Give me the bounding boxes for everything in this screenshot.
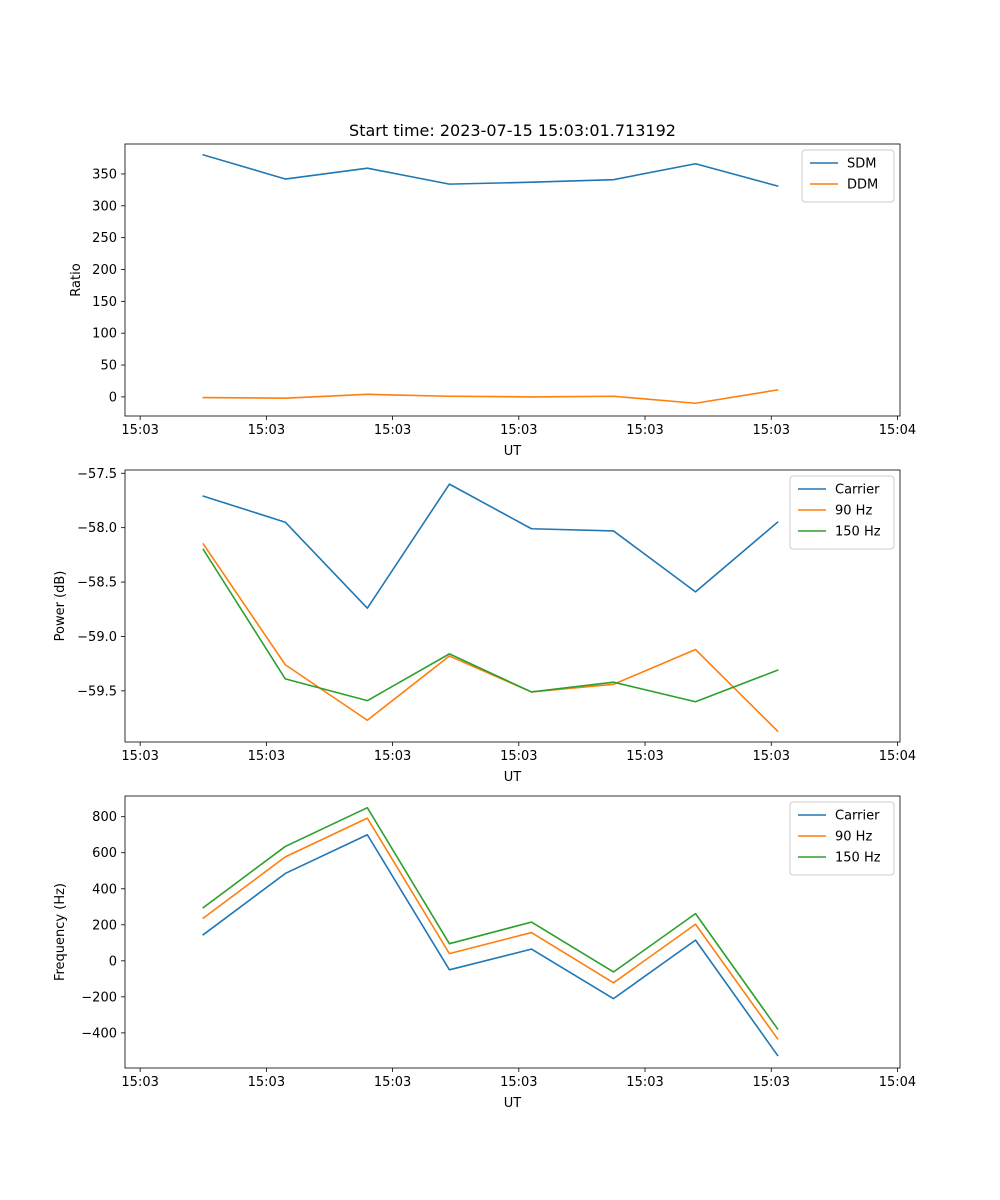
x-tick-label: 15:03: [248, 423, 285, 438]
y-axis-label: Frequency (Hz): [53, 883, 68, 981]
x-tick-label: 15:03: [753, 423, 790, 438]
x-tick-label: 15:03: [374, 1075, 411, 1090]
series-line-150-hz: [202, 548, 779, 703]
y-tick-label: 600: [92, 846, 117, 861]
x-tick-label: 15:03: [248, 1075, 285, 1090]
x-tick-label: 15:03: [500, 423, 537, 438]
x-tick-label: 15:04: [879, 423, 916, 438]
legend-label: DDM: [847, 178, 878, 193]
x-tick-label: 15:03: [121, 1075, 158, 1090]
y-tick-label: 0: [109, 954, 117, 969]
x-tick-label: 15:03: [626, 423, 663, 438]
series-line-ddm: [202, 388, 779, 405]
series-line-90-hz: [202, 542, 779, 733]
series-line-carrier: [202, 833, 779, 1057]
x-tick-label: 15:03: [626, 1075, 663, 1090]
series-line-150-hz: [202, 806, 779, 1031]
legend-label: SDM: [847, 157, 876, 172]
y-tick-label: −200: [81, 990, 117, 1005]
subplot-1: 15:03 15:03 15:03 15:03 15:03 15:03 15:04 0 50 10…: [69, 143, 916, 459]
y-tick-label: 200: [92, 263, 117, 278]
legend-label: 90 Hz: [835, 504, 872, 519]
y-tick-label: −400: [81, 1026, 117, 1041]
series-line-carrier: [202, 483, 779, 609]
y-axis-label: Ratio: [69, 263, 84, 296]
y-tick-label: −59.5: [77, 684, 117, 699]
x-tick-label: 15:03: [626, 749, 663, 764]
y-tick-label: 800: [92, 810, 117, 825]
y-tick-label: 350: [92, 167, 117, 182]
legend-label: 150 Hz: [835, 851, 881, 866]
axes-frame: [124, 143, 901, 417]
y-tick-label: −59.0: [77, 630, 117, 645]
x-axis-label: UT: [504, 1096, 522, 1111]
x-tick-label: 15:03: [753, 749, 790, 764]
y-tick-label: 250: [92, 231, 117, 246]
figure-title: Start time: 2023-07-15 15:03:01.713192: [349, 121, 676, 140]
x-axis-label: UT: [504, 770, 522, 785]
x-tick-label: 15:03: [500, 749, 537, 764]
x-tick-label: 15:04: [879, 1075, 916, 1090]
x-axis-label: UT: [504, 444, 522, 459]
subplot-3: 15:03 15:03 15:03 15:03 15:03 15:03 15:04 −400 −…: [53, 795, 916, 1111]
y-tick-label: 200: [92, 918, 117, 933]
x-tick-label: 15:03: [121, 749, 158, 764]
x-tick-label: 15:03: [248, 749, 285, 764]
y-tick-label: −58.0: [77, 521, 117, 536]
y-axis-label: Power (dB): [53, 571, 68, 642]
series-line-90-hz: [202, 817, 779, 1040]
y-tick-label: 100: [92, 327, 117, 342]
legend-label: Carrier: [835, 809, 880, 824]
x-tick-label: 15:03: [374, 423, 411, 438]
x-tick-label: 15:03: [374, 749, 411, 764]
legend: Carrier 90 Hz 150 Hz: [789, 475, 895, 550]
legend: Carrier 90 Hz 150 Hz: [789, 801, 895, 876]
axes-frame: [124, 795, 901, 1069]
axes-frame: [124, 469, 901, 743]
y-tick-label: −58.5: [77, 576, 117, 591]
y-tick-label: 50: [100, 359, 117, 374]
x-tick-label: 15:04: [879, 749, 916, 764]
legend-label: Carrier: [835, 483, 880, 498]
y-tick-label: 400: [92, 882, 117, 897]
x-tick-label: 15:03: [753, 1075, 790, 1090]
x-tick-label: 15:03: [500, 1075, 537, 1090]
subplots: 15:03 15:03 15:03 15:03 15:03 15:03 15:04 0 50 10…: [53, 143, 916, 1111]
legend-label: 90 Hz: [835, 830, 872, 845]
subplot-2: 15:03 15:03 15:03 15:03 15:03 15:03 15:04 −59.5…: [53, 467, 916, 785]
y-tick-label: 0: [109, 390, 117, 405]
legend-label: 150 Hz: [835, 525, 881, 540]
legend: SDM DDM: [801, 149, 895, 203]
series-line-sdm: [202, 153, 779, 188]
x-tick-label: 15:03: [121, 423, 158, 438]
y-tick-label: 300: [92, 199, 117, 214]
y-tick-label: 150: [92, 295, 117, 310]
y-tick-label: −57.5: [77, 467, 117, 482]
